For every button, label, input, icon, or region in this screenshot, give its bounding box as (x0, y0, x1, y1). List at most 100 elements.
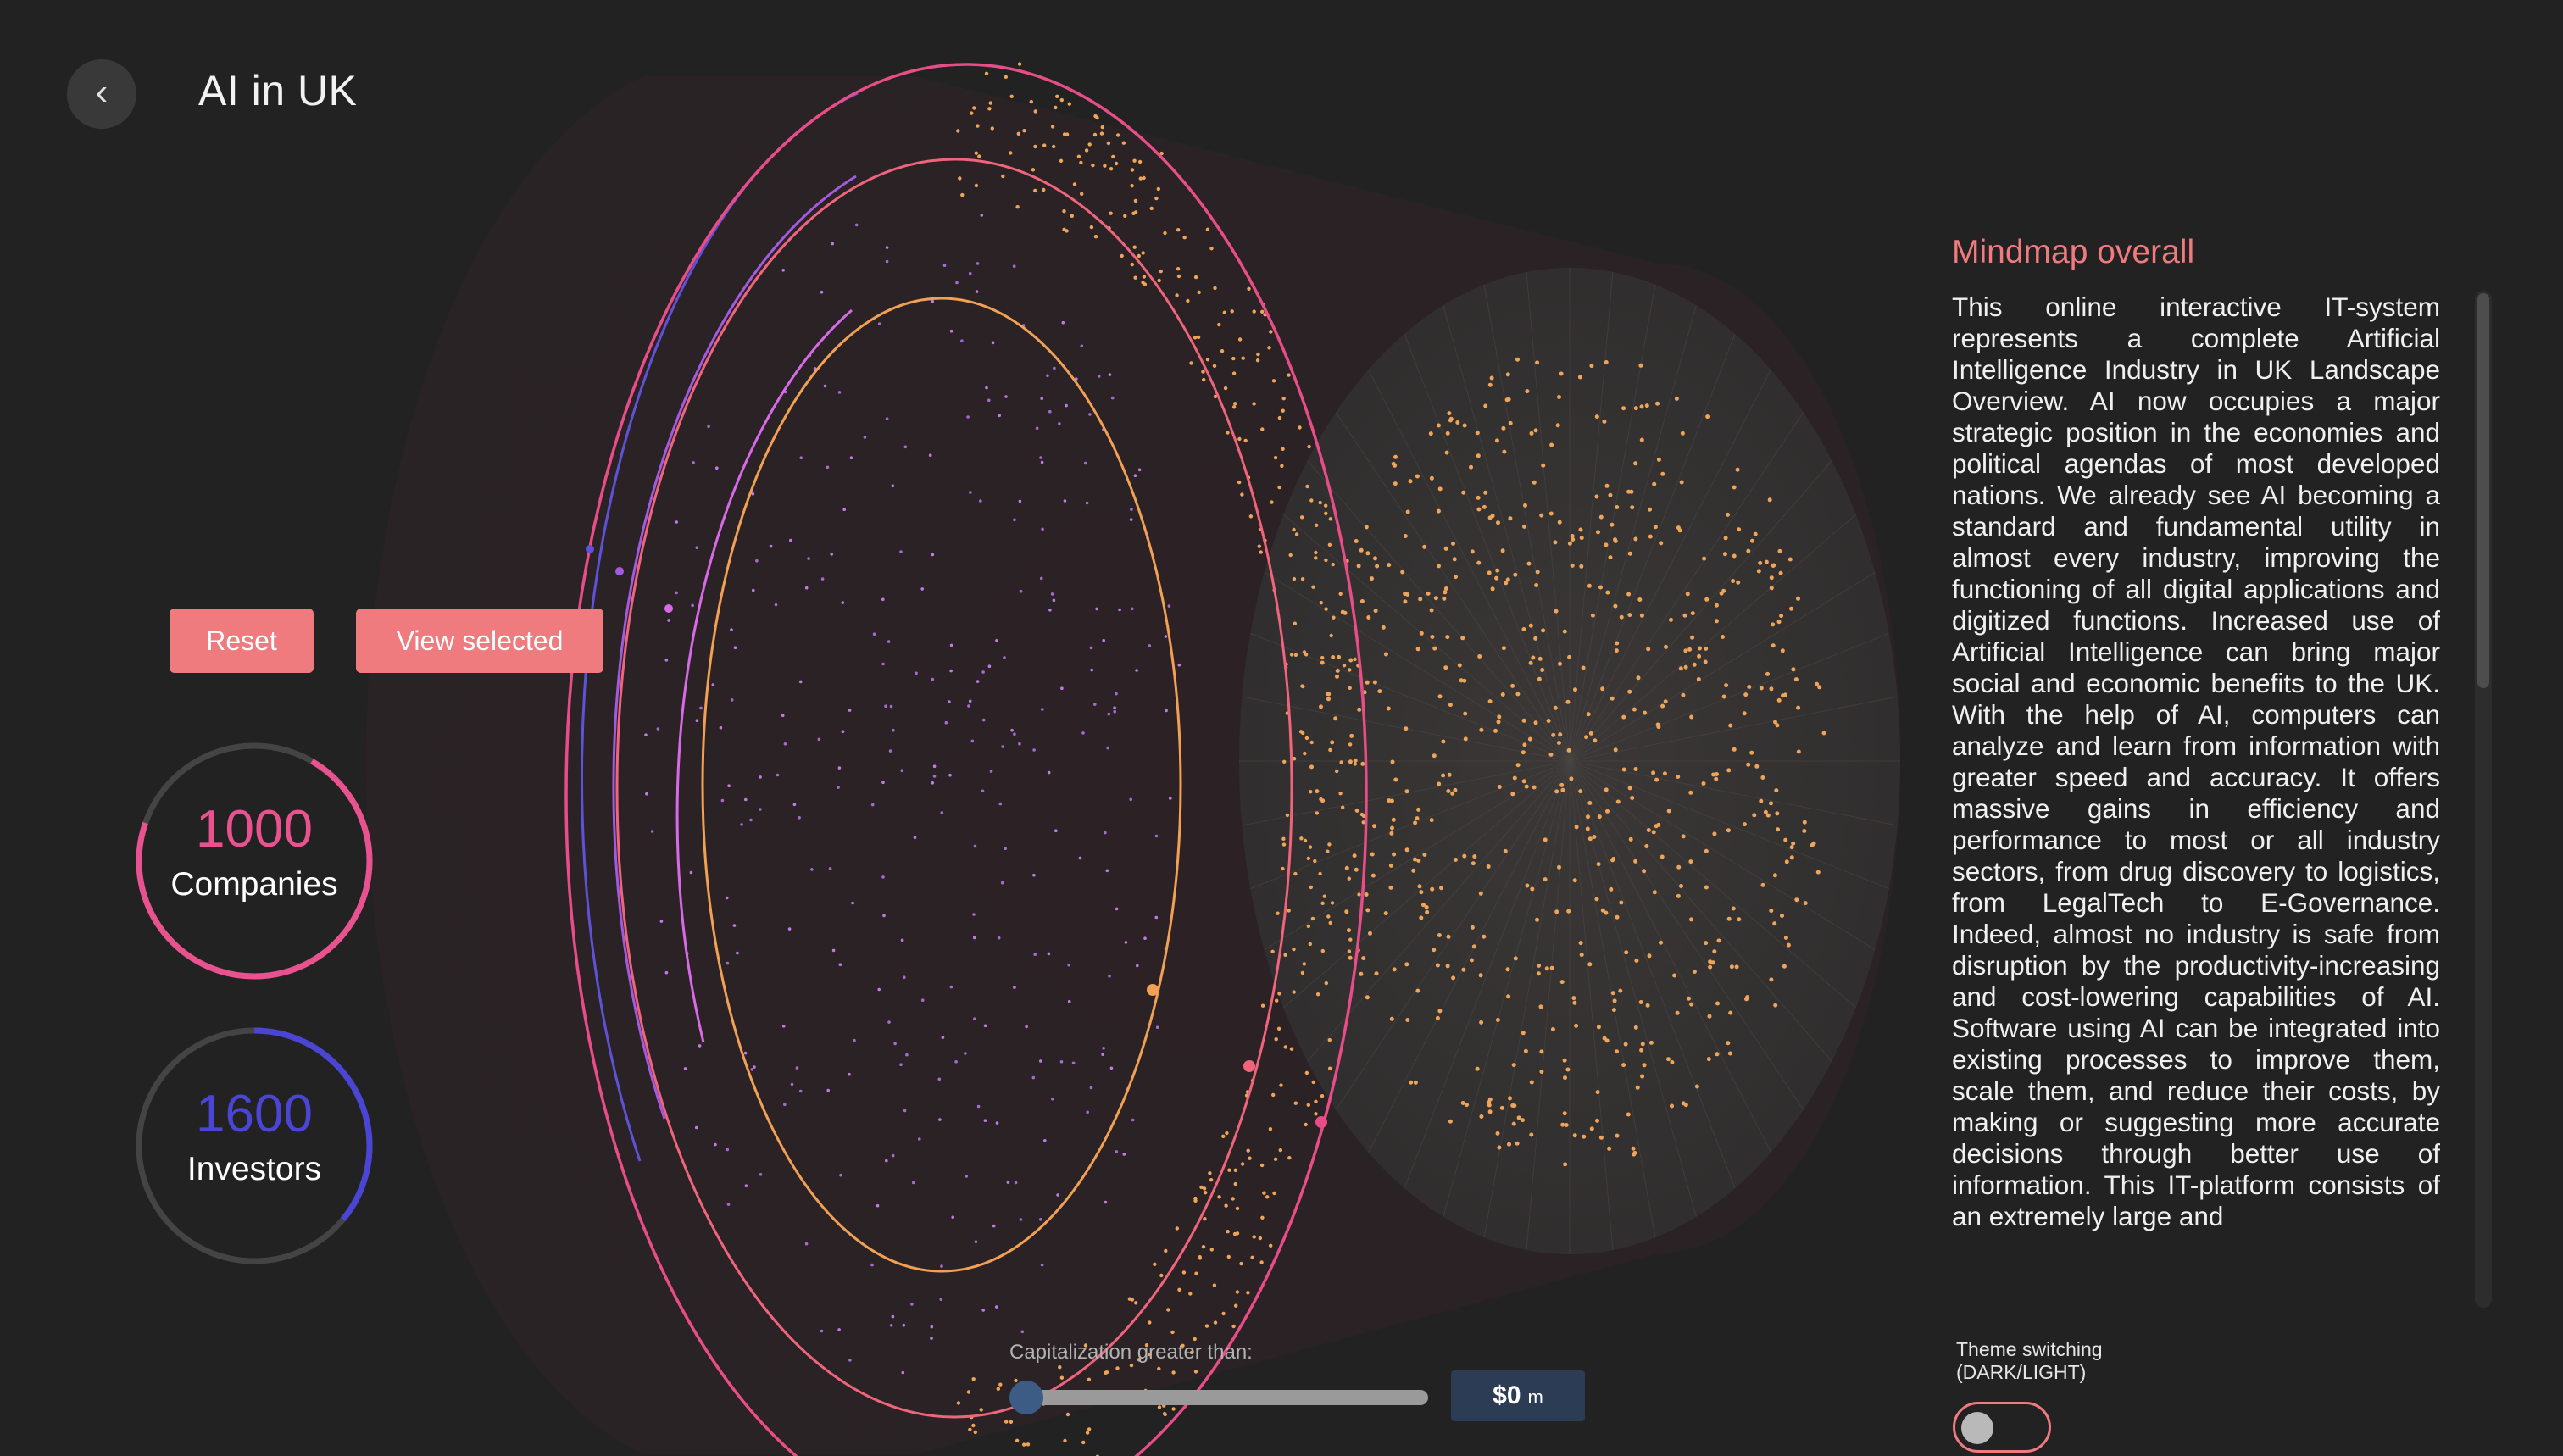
company-dot (798, 680, 803, 684)
ring-marker[interactable] (615, 567, 624, 575)
company-dot (798, 1089, 803, 1093)
company-dot (1476, 495, 1481, 500)
company-dot (1022, 129, 1026, 133)
company-dot (972, 936, 976, 940)
ring-marker[interactable] (1243, 1060, 1255, 1072)
company-dot (1541, 463, 1546, 468)
company-dot (1231, 1197, 1235, 1201)
ring-marker[interactable] (664, 604, 673, 613)
disc-spoke (1404, 760, 1571, 1189)
company-dot (1544, 966, 1549, 971)
reset-button[interactable]: Reset (170, 609, 314, 673)
company-dot (881, 781, 885, 784)
investors-count: 1600 (196, 1085, 313, 1143)
company-dot (1475, 1066, 1480, 1071)
company-dot (980, 214, 984, 217)
company-dot (1769, 575, 1774, 581)
capitalization-slider-handle[interactable] (1009, 1381, 1043, 1414)
company-dot (1300, 970, 1305, 975)
company-dot (1235, 1231, 1240, 1236)
company-dot (1471, 944, 1476, 949)
company-dot (1463, 711, 1468, 716)
company-dot (977, 154, 981, 158)
company-dot (1133, 275, 1137, 280)
company-dot (1387, 563, 1392, 568)
view-selected-button[interactable]: View selected (356, 609, 603, 673)
company-dot (1141, 251, 1145, 255)
company-dot (965, 1175, 969, 1178)
company-dot (769, 544, 773, 548)
company-dot (1186, 298, 1190, 303)
disc-spoke (1569, 412, 1804, 762)
company-dot (1298, 730, 1304, 734)
company-dot (1610, 696, 1615, 701)
theme-toggle-knob[interactable] (1961, 1412, 1993, 1444)
company-dot (1063, 1438, 1067, 1443)
company-dot (1515, 1141, 1520, 1146)
company-dot (1721, 588, 1726, 593)
companies-stat[interactable]: 1000 Companies (136, 742, 373, 980)
company-dot (1370, 852, 1375, 857)
company-dot (841, 601, 845, 604)
ring-companies-inner (701, 297, 1182, 1273)
company-dot (759, 775, 762, 779)
company-dot (1283, 953, 1287, 958)
company-dot (1313, 859, 1317, 864)
company-dot (1539, 1070, 1544, 1074)
company-dot (969, 491, 972, 494)
company-dot (1590, 613, 1595, 618)
company-dot (1293, 653, 1298, 657)
company-dot (1359, 599, 1365, 603)
company-dot (1221, 1134, 1226, 1139)
company-dot (1505, 577, 1510, 582)
company-dot (750, 1068, 754, 1071)
company-dot (1595, 1118, 1599, 1123)
company-dot (1322, 894, 1327, 898)
company-dot (848, 1359, 852, 1362)
company-dot (1444, 450, 1449, 455)
company-dot (1585, 826, 1590, 831)
company-dot (1276, 911, 1280, 915)
company-dot (1637, 597, 1643, 602)
company-dot (753, 1065, 756, 1069)
investors-stat[interactable]: 1600 Investors (136, 1027, 373, 1264)
company-dot (1511, 1121, 1516, 1126)
company-dot (987, 107, 992, 111)
company-dot (1315, 992, 1320, 997)
company-dot (1437, 564, 1441, 569)
mindmap-visualization[interactable] (0, 0, 1949, 1456)
company-dot (1715, 772, 1719, 776)
company-dot (1515, 357, 1520, 362)
company-dot (1618, 988, 1623, 993)
company-dot (820, 1329, 824, 1333)
company-dot (892, 728, 895, 732)
company-dot (1087, 142, 1092, 147)
company-dot (1732, 485, 1737, 490)
company-dot (970, 111, 974, 115)
ring-marker[interactable] (1315, 1116, 1327, 1128)
capitalization-slider[interactable] (1025, 1390, 1428, 1405)
company-dot (995, 639, 998, 642)
company-dot (1631, 1146, 1636, 1151)
company-dot (1495, 568, 1500, 573)
company-dot (1490, 586, 1495, 592)
company-dot (1026, 1442, 1031, 1447)
company-dot (1009, 1420, 1014, 1425)
company-dot (1579, 564, 1584, 569)
back-button[interactable]: ‹ (67, 59, 136, 129)
ring-marker[interactable] (586, 545, 594, 553)
company-dot (1644, 403, 1649, 408)
company-dot (1032, 873, 1036, 877)
company-dot (1666, 1057, 1671, 1062)
company-dot (891, 484, 895, 488)
company-dot (1370, 576, 1374, 581)
ring-marker[interactable] (1147, 984, 1159, 996)
company-dot (1472, 854, 1477, 859)
company-dot (1778, 570, 1783, 575)
company-dot (1557, 395, 1561, 399)
company-dot (744, 1184, 748, 1187)
company-dot (997, 936, 1001, 940)
company-dot (1053, 366, 1056, 370)
company-dot (1018, 499, 1022, 503)
panel-scrollbar-thumb[interactable] (2477, 293, 2489, 688)
